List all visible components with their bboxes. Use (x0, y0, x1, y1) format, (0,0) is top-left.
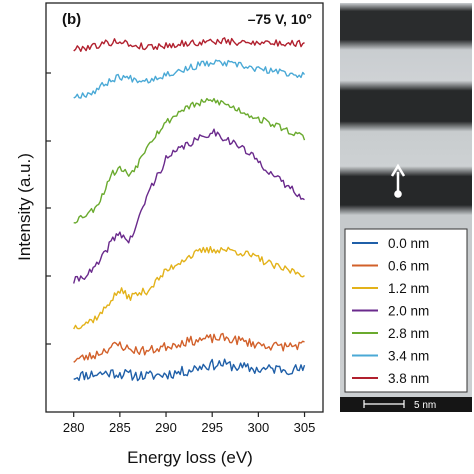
legend-label: 0.0 nm (388, 236, 429, 251)
x-tick-label: 305 (294, 420, 316, 435)
legend-label: 0.6 nm (388, 259, 429, 274)
series-line-0-6-nm (73, 332, 305, 363)
legend-label: 1.2 nm (388, 281, 429, 296)
series-line-3-8-nm (73, 37, 305, 52)
legend-label: 3.4 nm (388, 349, 429, 364)
x-tick-label: 285 (109, 420, 131, 435)
x-tick-label: 280 (63, 420, 85, 435)
condition-label: –75 V, 10° (248, 11, 312, 27)
plot-frame (45, 2, 324, 413)
x-axis-title: Energy loss (eV) (127, 448, 253, 467)
spectra-curves (73, 37, 306, 382)
series-line-0-0-nm (73, 358, 306, 382)
series-line-3-4-nm (73, 59, 306, 99)
scale-bar-label: 5 nm (414, 400, 436, 411)
y-axis-ticks (46, 72, 51, 345)
series-line-2-0-nm (73, 128, 305, 284)
legend: 0.0 nm 0.6 nm 1.2 nm 2.0 nm 2.8 nm 3.4 nm 3.8 … (352, 236, 429, 386)
x-tick-label: 300 (248, 420, 270, 435)
legend-label: 3.8 nm (388, 371, 429, 386)
scale-bar (363, 400, 405, 408)
x-tick-label: 290 (155, 420, 177, 435)
x-axis-ticks: 280 285 290 295 300 305 (63, 412, 316, 435)
arrow-icon (390, 163, 406, 198)
legend-label: 2.0 nm (388, 304, 429, 319)
panel-label: (b) (62, 11, 81, 28)
y-axis-title: Intensity (a.u.) (15, 153, 34, 261)
series-line-1-2-nm (73, 246, 305, 330)
x-tick-label: 295 (201, 420, 223, 435)
series-line-2-8-nm (73, 97, 306, 224)
scale-bar-strip (340, 397, 472, 412)
legend-label: 2.8 nm (388, 326, 429, 341)
